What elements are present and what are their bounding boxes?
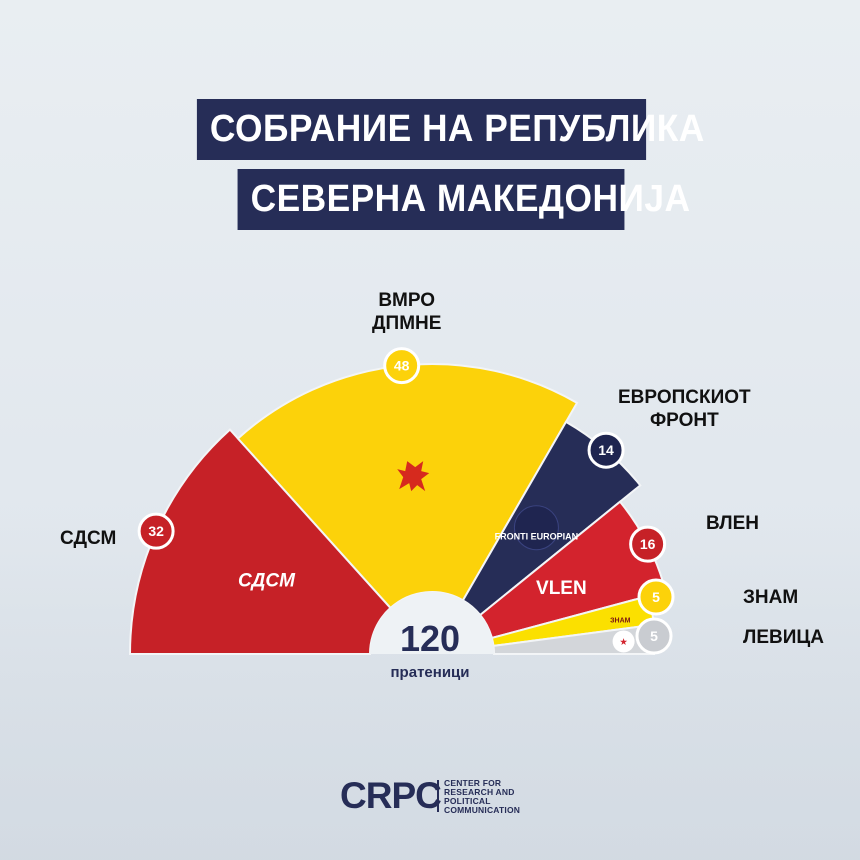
label-znam: ЗНАМ	[743, 587, 799, 608]
chart-inner-labels: СДСМ FRONTI EUROPIAN VLEN ЗНАМ ★	[238, 461, 635, 653]
label-vlen: ВЛЕН	[706, 513, 759, 534]
label-front-line2: ФРОНТ	[649, 410, 719, 431]
badge-влен: 16	[629, 525, 667, 563]
crpc-logo-text: CENTER FOR RESEARCH AND POLITICAL COMMUN…	[444, 778, 521, 815]
chart-slices	[128, 363, 667, 655]
badge-value-2: 14	[598, 442, 614, 458]
inner-label-3: VLEN	[536, 578, 587, 599]
badge-левица: 5	[635, 617, 673, 655]
badge-европскиот-фронт: 14	[587, 431, 625, 469]
badge-value-4: 5	[652, 589, 660, 605]
label-vmro-line1: ВМРО	[378, 290, 436, 311]
total-seats: 120	[399, 618, 461, 659]
badge-вмро-дпмне: 48	[383, 347, 421, 385]
title-line-2: СЕВЕРНА МАКЕДОНИЈА	[237, 169, 690, 230]
title-line-1: СОБРАНИЕ НА РЕПУБЛИКА	[196, 99, 704, 160]
lion-icon	[397, 461, 430, 492]
label-front-line1: ЕВРОПСКИОТ	[618, 387, 751, 408]
badge-сдсм: 32	[137, 512, 175, 550]
total-seats-unit: пратеници	[390, 664, 470, 681]
crpc-logo-mark: CRPC	[340, 775, 442, 816]
label-vmro-line2: ДПМНЕ	[372, 313, 442, 334]
crpc-logo-separator	[437, 780, 439, 812]
badge-value-3: 16	[640, 536, 656, 552]
inner-label-2: FRONTI EUROPIAN	[495, 532, 579, 542]
badge-знам: 5	[637, 578, 675, 616]
inner-label-4: ЗНАМ	[610, 618, 630, 625]
badge-value-5: 5	[650, 628, 658, 644]
label-front: ЕВРОПСКИОТ ФРОНТ	[618, 386, 751, 432]
label-sdsm: СДСМ	[60, 528, 117, 549]
levica-star-icon: ★	[620, 637, 628, 646]
inner-label-0: СДСМ	[238, 570, 296, 591]
label-vmro: ВМРО ДПМНЕ	[372, 289, 441, 335]
chart-center-hub	[370, 592, 494, 654]
label-levica: ЛЕВИЦА	[743, 627, 824, 648]
chart-value-badges: 32 48 14 16 5 5	[137, 347, 675, 655]
badge-value-0: 32	[148, 523, 164, 539]
badge-value-1: 48	[394, 358, 410, 374]
crpc-logo: CRPC CENTER FOR RESEARCH AND POLITICAL C…	[340, 776, 530, 816]
front-logo-icon	[513, 505, 559, 551]
levica-logo-icon	[612, 630, 635, 653]
